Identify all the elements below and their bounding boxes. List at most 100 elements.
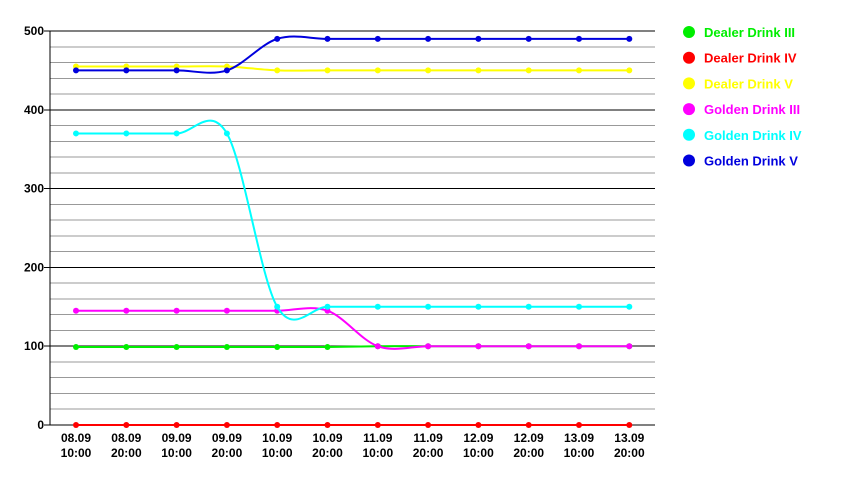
data-point <box>223 343 230 350</box>
data-point <box>626 35 633 42</box>
data-point <box>324 67 331 74</box>
series-golden-drink-iii <box>73 307 633 350</box>
series-line <box>75 307 630 350</box>
data-point <box>425 67 432 74</box>
data-point <box>123 67 130 74</box>
legend-label: Golden Drink V <box>704 154 798 169</box>
data-point <box>73 422 79 428</box>
gridlines <box>44 30 655 426</box>
data-point <box>525 343 532 350</box>
y-tick-label: 100 <box>24 339 44 353</box>
legend-label: Golden Drink IV <box>704 128 802 143</box>
legend-marker <box>683 51 695 64</box>
data-point <box>223 307 230 314</box>
data-point <box>123 343 130 350</box>
y-tick-label: 200 <box>24 260 44 274</box>
data-point <box>173 422 180 428</box>
legend-marker <box>683 154 695 167</box>
data-point <box>274 67 281 74</box>
data-point <box>425 35 432 42</box>
data-point <box>374 422 381 428</box>
data-point <box>525 303 532 310</box>
data-point <box>123 130 130 137</box>
data-point <box>73 130 79 137</box>
data-point <box>475 343 482 350</box>
data-point <box>626 343 633 350</box>
legend: Dealer Drink III Dealer Drink IV Dealer Dr… <box>683 25 802 169</box>
data-point <box>324 303 331 310</box>
data-point <box>374 303 381 310</box>
data-point <box>123 307 130 314</box>
data-point <box>73 67 79 74</box>
legend-item: Golden Drink III <box>683 102 800 117</box>
x-tick-label-time: 20:00 <box>312 446 343 460</box>
x-tick-label-date: 09.09 <box>162 431 192 445</box>
legend-item: Golden Drink V <box>683 154 798 169</box>
data-point <box>223 422 230 428</box>
x-tick-label-date: 13.09 <box>614 431 644 445</box>
data-point <box>525 422 532 428</box>
x-tick-label-date: 11.09 <box>413 431 443 445</box>
data-point <box>173 307 180 314</box>
data-point <box>173 67 180 74</box>
legend-item: Golden Drink IV <box>683 128 802 143</box>
data-point <box>324 422 331 428</box>
x-tick-label-time: 10:00 <box>61 446 92 460</box>
x-tick-label-date: 10.09 <box>312 431 342 445</box>
x-tick-label-date: 12.09 <box>463 431 493 445</box>
data-point <box>223 130 230 137</box>
x-tick-label-date: 11.09 <box>363 431 393 445</box>
series-line <box>75 35 630 74</box>
data-point <box>223 67 230 74</box>
data-point <box>274 343 281 350</box>
data-point <box>525 35 532 42</box>
legend-label: Golden Drink III <box>704 102 800 117</box>
data-point <box>324 35 331 42</box>
legend-item: Dealer Drink IV <box>683 51 797 66</box>
series-lines <box>73 35 633 428</box>
data-point <box>425 303 432 310</box>
data-point <box>475 35 482 42</box>
x-tick-label-time: 10:00 <box>262 446 293 460</box>
data-point <box>576 422 582 428</box>
data-point <box>274 422 281 428</box>
data-point <box>274 35 281 42</box>
y-tick-label: 500 <box>24 24 44 38</box>
data-point <box>73 307 79 314</box>
legend-marker <box>683 128 695 141</box>
data-point <box>475 422 482 428</box>
data-point <box>475 67 482 74</box>
x-tick-label-date: 08.09 <box>61 431 91 445</box>
legend-label: Dealer Drink V <box>704 76 793 91</box>
data-point <box>425 343 432 350</box>
y-tick-label: 300 <box>24 182 44 196</box>
x-tick-label-time: 20:00 <box>513 446 544 460</box>
data-point <box>274 303 281 310</box>
data-point <box>525 67 532 74</box>
x-tick-label-time: 10:00 <box>564 446 595 460</box>
data-point <box>73 343 79 350</box>
legend-label: Dealer Drink IV <box>704 51 797 66</box>
x-tick-label-date: 12.09 <box>514 431 544 445</box>
data-point <box>374 67 381 74</box>
data-point <box>374 343 381 350</box>
data-point <box>626 67 633 74</box>
legend-item: Dealer Drink III <box>683 25 795 40</box>
data-point <box>173 343 180 350</box>
data-point <box>626 422 633 428</box>
y-tick-label: 0 <box>37 418 44 432</box>
series-golden-drink-v <box>73 35 633 74</box>
x-tick-label-date: 08.09 <box>111 431 141 445</box>
series-line <box>75 65 630 72</box>
data-point <box>576 35 582 42</box>
data-point <box>576 303 582 310</box>
data-point <box>123 422 130 428</box>
data-point <box>324 343 331 350</box>
x-tick-label-time: 10:00 <box>362 446 393 460</box>
x-tick-label-time: 20:00 <box>614 446 645 460</box>
data-point <box>576 67 582 74</box>
legend-label: Dealer Drink III <box>704 25 795 40</box>
x-tick-label-date: 13.09 <box>564 431 594 445</box>
data-point <box>425 422 432 428</box>
